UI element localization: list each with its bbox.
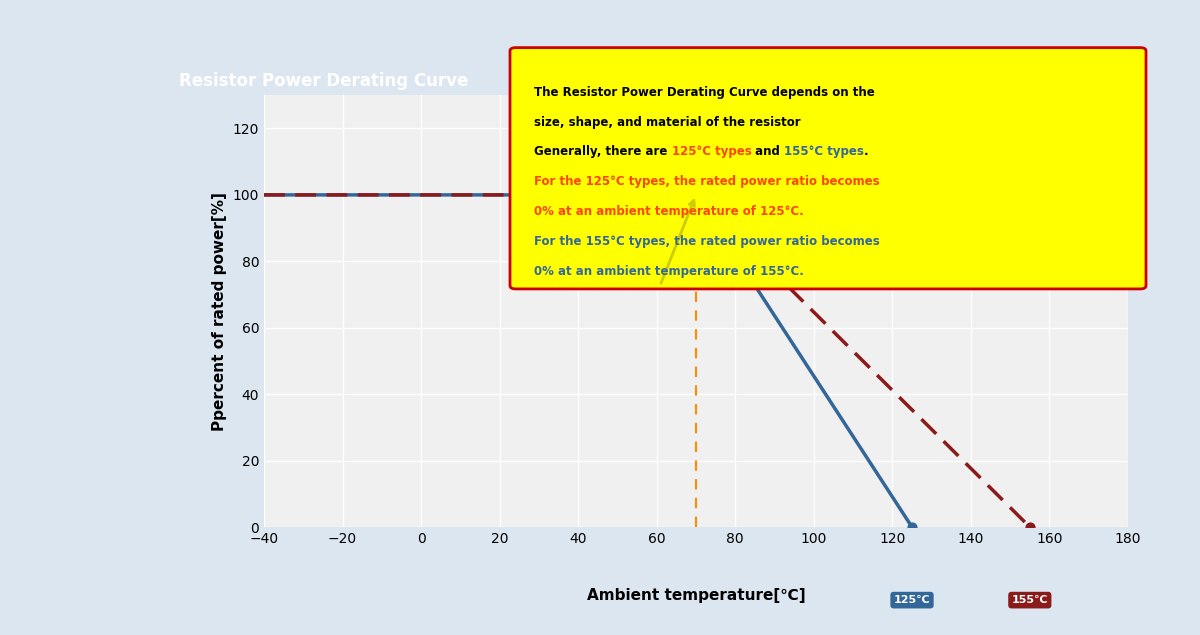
Y-axis label: Ppercent of rated power[%]: Ppercent of rated power[%] <box>212 192 227 431</box>
Text: For the 125°C types, the rated power ratio becomes: For the 125°C types, the rated power rat… <box>534 175 880 188</box>
Text: 155°C
types: 155°C types <box>793 224 835 252</box>
Text: 125℃: 125℃ <box>894 595 930 605</box>
Text: 155°C types: 155°C types <box>785 145 864 158</box>
Text: Resistor Power Derating Curve: Resistor Power Derating Curve <box>179 72 468 90</box>
Text: Generally, there are: Generally, there are <box>534 145 672 158</box>
X-axis label: Ambient temperature[℃]: Ambient temperature[℃] <box>587 587 805 603</box>
Text: 0% at an ambient temperature of 155°C.: 0% at an ambient temperature of 155°C. <box>534 265 804 277</box>
Point <box>902 522 922 532</box>
Text: For the 155°C types, the rated power ratio becomes: For the 155°C types, the rated power rat… <box>534 235 880 248</box>
Text: size, shape, and material of the resistor: size, shape, and material of the resisto… <box>534 116 800 128</box>
Text: .: . <box>864 145 869 158</box>
Point <box>686 190 706 200</box>
Text: 70℃: 70℃ <box>649 145 694 190</box>
FancyBboxPatch shape <box>510 48 1146 289</box>
Text: 125°C types: 125°C types <box>672 145 751 158</box>
Text: The Resistor Power Derating Curve depends on the: The Resistor Power Derating Curve depend… <box>534 86 875 98</box>
Point <box>1020 522 1039 532</box>
Text: 155℃: 155℃ <box>1012 595 1048 605</box>
Text: 125°C
types: 125°C types <box>624 224 666 252</box>
Text: 0% at an ambient temperature of 125°C.: 0% at an ambient temperature of 125°C. <box>534 205 804 218</box>
Text: and: and <box>751 145 785 158</box>
